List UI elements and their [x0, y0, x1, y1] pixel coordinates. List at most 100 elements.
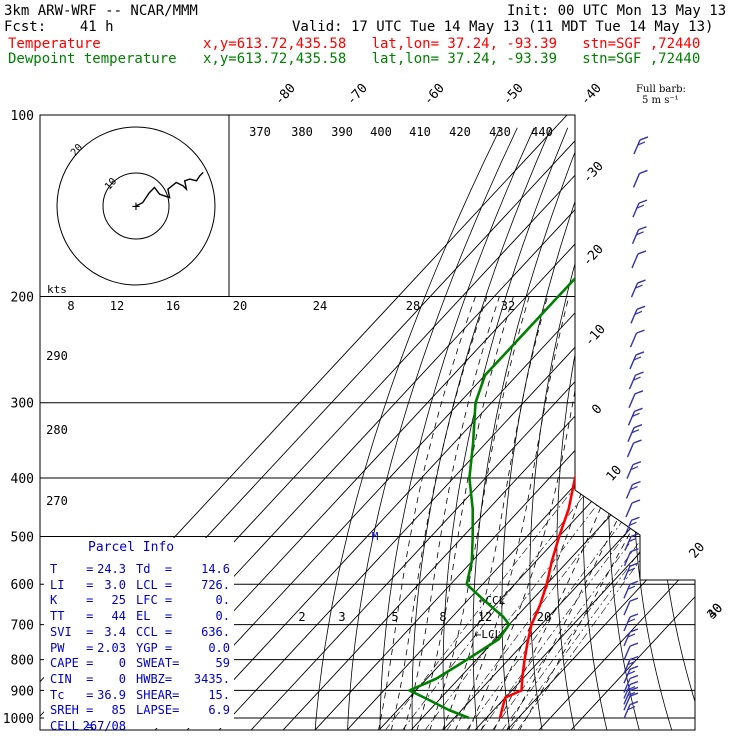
dry-adiabat — [582, 127, 653, 730]
parcel-info-cell: CIN = — [50, 671, 94, 686]
parcel-info-cell: EL = — [136, 609, 173, 624]
parcel-info-cell: Tc = — [50, 687, 94, 702]
isotherm — [186, 115, 695, 730]
wind-barb — [623, 580, 639, 599]
moist-adiabat — [467, 296, 595, 730]
wind-barb — [632, 169, 648, 188]
mixing-ratio-line — [424, 282, 695, 730]
wind-barb — [623, 642, 639, 661]
wind-barb — [623, 700, 639, 719]
moist-adiabat — [378, 296, 476, 730]
dry-adiabat — [703, 128, 740, 731]
model-title: 3km ARW-WRF -- NCAR/MMM — [4, 3, 198, 19]
parcel-info-cell: SWEAT= — [136, 656, 180, 671]
wind-barb — [623, 562, 639, 581]
ccl-annotation: ←CCL — [479, 594, 506, 607]
parcel-info-row: CAPE = 0 SWEAT= 59 — [50, 656, 234, 671]
isotherm — [474, 115, 695, 730]
parcel-info-cell: SHEAR= — [136, 687, 180, 702]
isotherm-label: 10 — [604, 463, 626, 485]
isotherm-label: -60 — [421, 81, 448, 108]
isotherm-label: -80 — [272, 81, 299, 108]
dewpoint-profile — [408, 115, 695, 720]
pressure-tick-label: 1000 — [3, 712, 34, 727]
theta-label: 290 — [46, 349, 68, 363]
parcel-info-cell: 2.03 — [97, 640, 126, 655]
isotherm — [218, 115, 695, 730]
mixing-ratio-label: 3 — [338, 610, 345, 624]
wind-barb — [623, 680, 639, 699]
pressure-tick-label: 900 — [11, 684, 34, 699]
wind-barb — [625, 480, 641, 499]
mixing-ratio-line — [491, 282, 695, 730]
parcel-info-row: CELL = 267/08 — [50, 719, 234, 734]
moist-adiabat — [403, 296, 500, 730]
parcel-info-cell: 6.9 — [208, 703, 230, 718]
parcel-info-row: PW = 2.03 YGP = 0.0 — [50, 641, 234, 656]
isotherm-label: 40 — [705, 601, 727, 623]
isotherm-label: 0 — [589, 402, 605, 418]
parcel-info-cell: T = — [50, 562, 94, 576]
dry-adiabat — [442, 127, 569, 730]
wind-barb — [624, 532, 640, 551]
wind-barb — [624, 516, 640, 535]
wind-barb — [623, 655, 639, 674]
parcel-info-cell: TT = — [50, 609, 94, 624]
theta-label: 410 — [409, 125, 431, 139]
mixing-ratio-line — [501, 282, 695, 730]
dry-adiabat — [556, 127, 636, 730]
isotherm-label: -20 — [580, 242, 607, 269]
theta-label: 370 — [249, 125, 271, 139]
mixing-ratio-label: 8 — [439, 610, 446, 624]
mixing-ratio-label: 20 — [233, 299, 247, 313]
wind-barb — [630, 279, 646, 298]
wind-barb — [623, 628, 639, 647]
isotherm-label: -40 — [578, 81, 605, 108]
hodograph-ring-label: 20 — [69, 142, 85, 158]
parcel-info-cell: LI = — [50, 577, 94, 592]
dewpoint-location: x,y=613.72,435.58 lat,lon= 37.24, -93.39… — [203, 51, 701, 67]
wind-barb — [627, 407, 643, 426]
pressure-tick-label: 200 — [11, 291, 34, 306]
parcel-info-row: SREH = 85 LAPSE= 6.9 — [50, 703, 234, 718]
parcel-info-cell: 3.0 — [104, 577, 126, 592]
theta-label: 270 — [46, 494, 68, 508]
wind-barb — [628, 371, 644, 390]
theta-label: 430 — [489, 125, 511, 139]
moist-adiabat — [416, 296, 514, 730]
parcel-info-row: TT = 44 EL = 0. — [50, 609, 234, 624]
wind-barb — [632, 199, 648, 218]
isotherm — [314, 115, 695, 730]
pressure-tick-label: 400 — [11, 472, 34, 487]
wind-barb — [633, 136, 649, 155]
parcel-info-title: Parcel Info — [88, 540, 175, 555]
wind-barb — [629, 351, 645, 370]
wind-barb — [623, 613, 639, 632]
plot-frame — [39, 114, 696, 731]
lcl-annotation: ←LCL — [475, 628, 502, 641]
parcel-info-cell: 3.4 — [104, 624, 126, 639]
isotherm-label: -50 — [500, 81, 527, 108]
mixing-ratio-label: 12 — [110, 299, 124, 313]
wind-barb — [623, 597, 639, 616]
parcel-info-row: LI = 3.0 LCL = 726. — [50, 578, 234, 593]
isotherm — [442, 115, 695, 730]
pressure-tick-label: 600 — [11, 578, 34, 593]
isotherm-label: -10 — [582, 322, 609, 349]
parcel-info-cell: SVI = — [50, 624, 94, 639]
barb-legend-value: 5 m s⁻¹ — [642, 95, 679, 106]
wind-barb — [631, 226, 647, 245]
parcel-info-row: K = 25 LFC = 0. — [50, 593, 234, 608]
parcel-info-cell: CCL = — [136, 624, 173, 639]
mixing-ratio-label: 8 — [67, 299, 74, 313]
parcel-info-row: T = 24.3 Td = 14.6 — [50, 562, 234, 577]
pressure-tick-label: 700 — [11, 619, 34, 634]
init-time: Init: 00 UTC Mon 13 May 13 — [507, 3, 727, 19]
theta-label: 440 — [531, 125, 553, 139]
theta-label: 420 — [449, 125, 471, 139]
hodograph-ring-10 — [102, 172, 170, 240]
parcel-info-cell: 0. — [215, 609, 230, 624]
dry-adiabat — [656, 127, 695, 730]
